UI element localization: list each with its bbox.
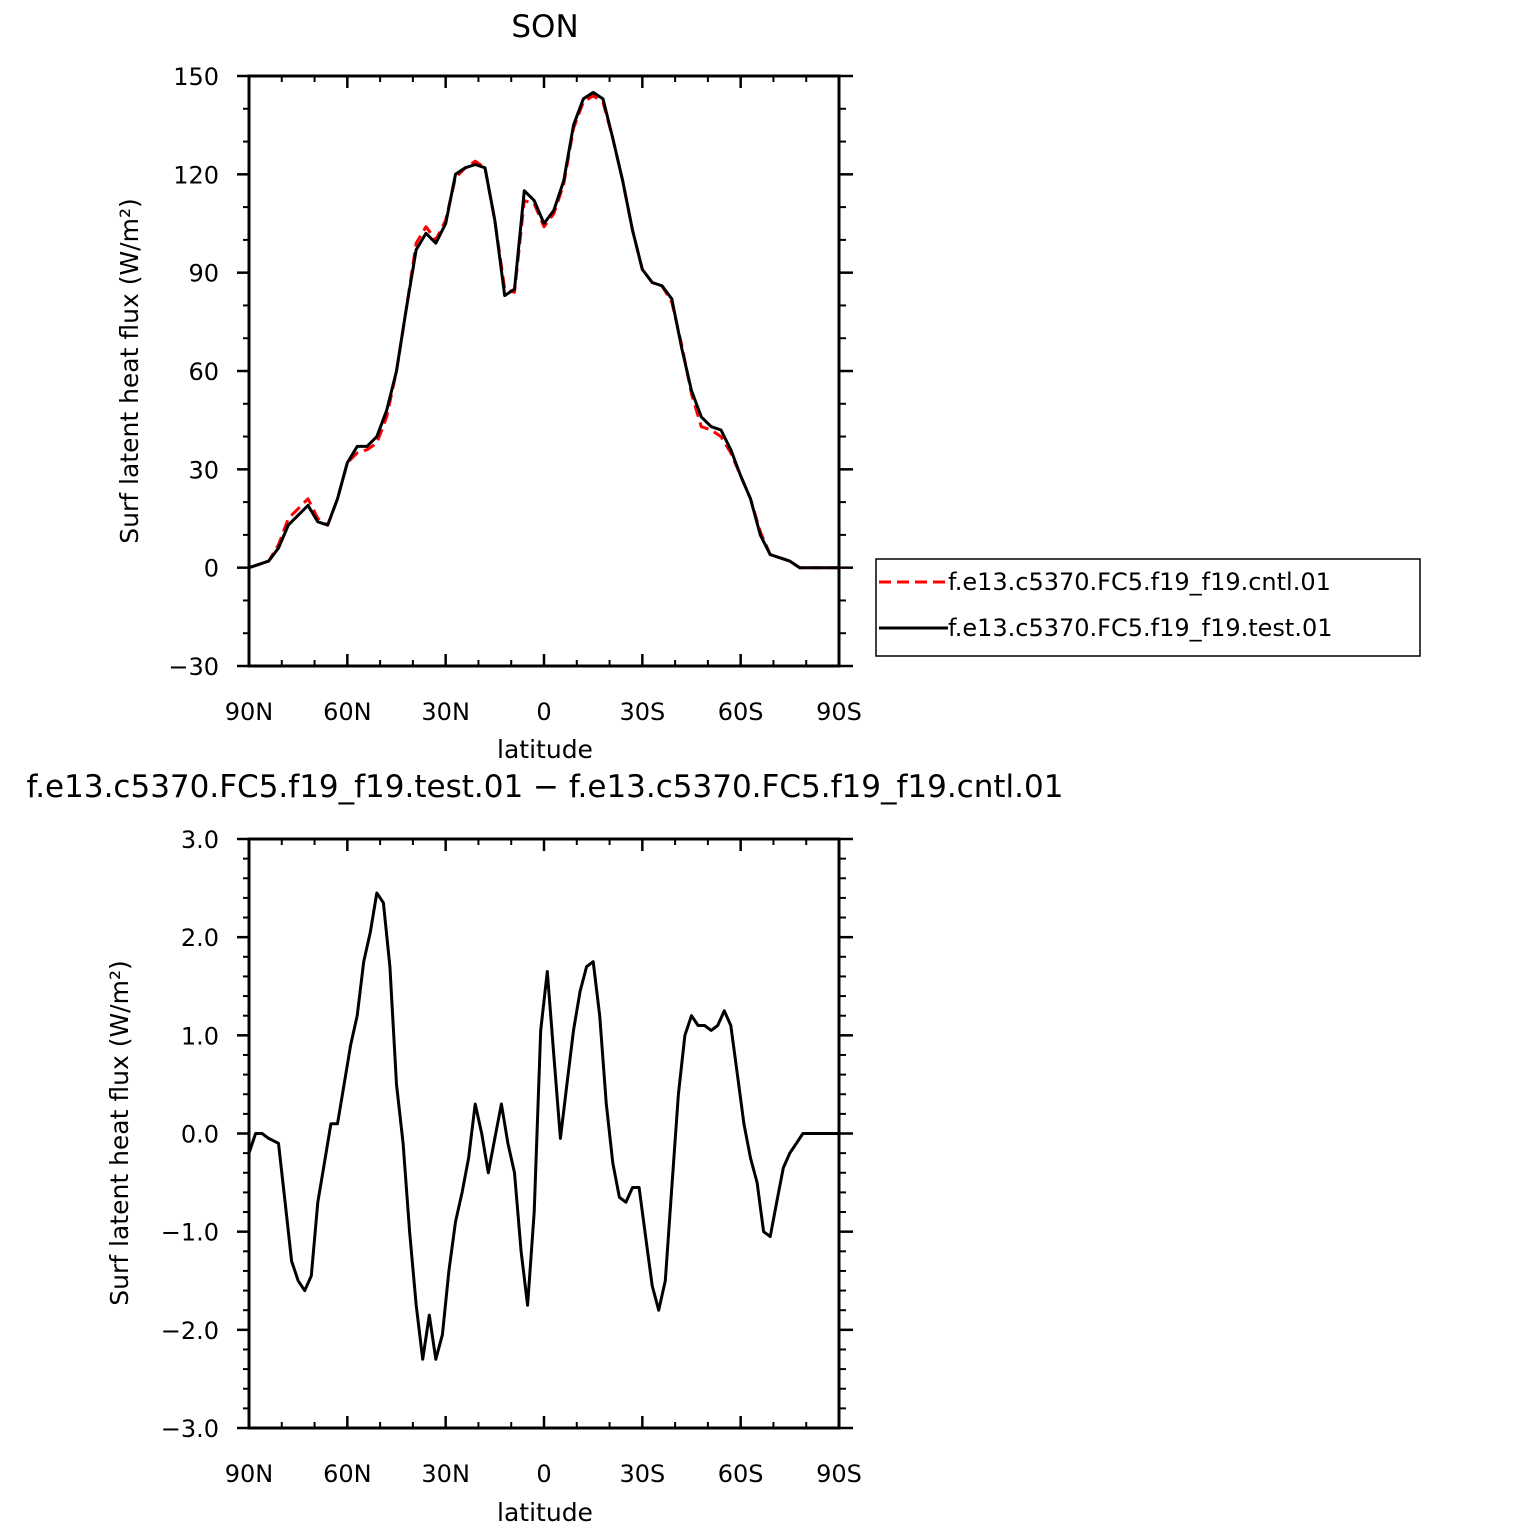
top-series-line-cntl — [248, 94, 839, 570]
bottom-chart-panel: f.e13.c5370.FC5.f19_f19.test.01 − f.e13.… — [27, 769, 1064, 1527]
top-y-axis-label: Surf latent heat flux (W/m²) — [115, 198, 144, 543]
legend-entry-cntl: f.e13.c5370.FC5.f19_f19.cntl.01 — [948, 568, 1331, 596]
top-y-tick-label: 30 — [188, 456, 219, 484]
bottom-y-tick-label: −3.0 — [161, 1415, 219, 1443]
top-series-line-test — [248, 90, 839, 570]
top-chart-series — [248, 90, 839, 570]
bottom-y-tick-label: −1.0 — [161, 1219, 219, 1247]
top-x-tick-label: 0 — [536, 698, 551, 726]
top-x-tick-label: 30S — [619, 698, 665, 726]
legend-entry-test: f.e13.c5370.FC5.f19_f19.test.01 — [948, 614, 1333, 642]
top-y-tick-label: −30 — [168, 653, 219, 681]
top-y-tick-label: 150 — [173, 63, 219, 91]
bottom-y-tick-label: 2.0 — [181, 924, 219, 952]
bottom-y-tick-label: 1.0 — [181, 1022, 219, 1050]
top-chart-panel: SON 90N 60N 30N 0 30S 60S 90S1501209060300−30 … — [115, 9, 862, 764]
bottom-y-tick-label: −2.0 — [161, 1317, 219, 1345]
bottom-x-tick-label: 0 — [536, 1460, 551, 1488]
bottom-x-tick-label: 90N — [225, 1460, 274, 1488]
bottom-x-tick-label: 30N — [421, 1460, 470, 1488]
bottom-x-tick-label: 60S — [718, 1460, 764, 1488]
top-y-tick-label: 60 — [188, 358, 219, 386]
bottom-y-axis-label: Surf latent heat flux (W/m²) — [105, 960, 134, 1305]
bottom-chart-title: f.e13.c5370.FC5.f19_f19.test.01 − f.e13.… — [27, 769, 1064, 805]
top-x-tick-label: 60N — [323, 698, 372, 726]
bottom-x-axis-label: latitude — [497, 1498, 593, 1527]
legend: f.e13.c5370.FC5.f19_f19.cntl.01 f.e13.c5… — [875, 558, 1421, 657]
top-y-tick-label: 120 — [173, 161, 219, 189]
bottom-chart-ticks: 90N 60N 30N 0 30S 60S 90S 3.0 2.0 1.0 0.0 −1.0 −2.0 −… — [161, 826, 862, 1488]
top-y-tick-label: 0 — [204, 555, 219, 583]
bottom-y-tick-label: 0.0 — [181, 1121, 219, 1149]
top-x-axis-label: latitude — [497, 735, 593, 764]
bottom-chart-series — [247, 891, 839, 1361]
bottom-plot-frame — [247, 837, 841, 1430]
bottom-x-tick-label: 60N — [323, 1460, 372, 1488]
bottom-series-line-diff — [247, 891, 839, 1361]
top-plot-frame — [247, 74, 841, 668]
top-x-tick-label: 90N — [225, 698, 274, 726]
top-x-tick-label: 90S — [816, 698, 862, 726]
top-chart-title: SON — [511, 9, 578, 45]
top-chart-ticks: 90N 60N 30N 0 30S 60S 90S 150 120 90 60 30 0 −30 — [168, 63, 862, 726]
top-x-tick-label: 60S — [718, 698, 764, 726]
legend-box — [875, 558, 1421, 657]
top-y-tick-label: 90 — [188, 260, 219, 288]
bottom-y-tick-label: 3.0 — [181, 826, 219, 854]
top-x-tick-label: 30N — [421, 698, 470, 726]
bottom-x-tick-label: 30S — [619, 1460, 665, 1488]
bottom-x-tick-label: 90S — [816, 1460, 862, 1488]
